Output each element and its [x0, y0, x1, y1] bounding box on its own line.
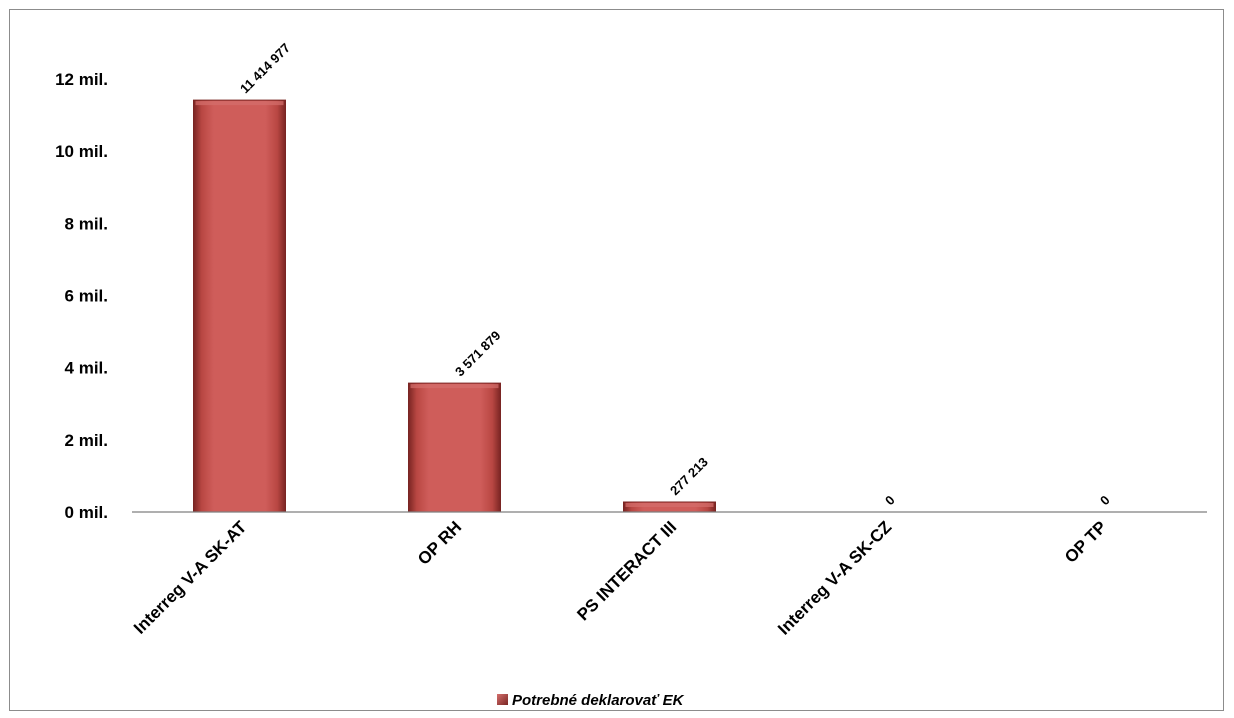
y-tick-label: 0 mil. [65, 503, 108, 522]
bar-bevel [625, 502, 714, 507]
bar-bevel [410, 384, 499, 389]
y-tick-label: 12 mil. [55, 70, 108, 89]
data-label: 277 213 [667, 454, 711, 498]
x-tick-label: OP RH [414, 517, 465, 568]
data-label: 0 [882, 492, 898, 508]
legend-swatch [497, 694, 508, 705]
data-label: 3 571 879 [452, 328, 504, 380]
bar [408, 382, 501, 513]
data-label: 0 [1097, 492, 1113, 508]
data-label: 11 414 977 [237, 40, 293, 96]
bar [193, 99, 286, 513]
data-labels: 11 414 977 3 571 879 277 213 0 0 [237, 40, 1113, 508]
bar-bevel [195, 101, 284, 106]
y-tick-label: 10 mil. [55, 142, 108, 161]
bars [193, 99, 716, 513]
x-tick-label: OP TP [1061, 517, 1110, 566]
y-tick-label: 6 mil. [65, 287, 108, 306]
y-tick-label: 4 mil. [65, 359, 108, 378]
legend-label: Potrebné deklarovať EK [512, 692, 685, 709]
x-tick-label: PS INTERACT III [573, 517, 680, 624]
legend: Potrebné deklarovať EK [497, 692, 685, 709]
x-axis: Interreg V-A SK-AT OP RH PS INTERACT III In… [130, 517, 1110, 639]
x-tick-label: Interreg V-A SK-AT [130, 517, 251, 638]
y-tick-label: 2 mil. [65, 431, 108, 450]
y-tick-label: 8 mil. [65, 214, 108, 233]
y-axis: 0 mil. 2 mil. 4 mil. 6 mil. 8 mil. 10 mil. 12 … [55, 70, 108, 522]
x-tick-label: Interreg V-A SK-CZ [774, 517, 895, 638]
